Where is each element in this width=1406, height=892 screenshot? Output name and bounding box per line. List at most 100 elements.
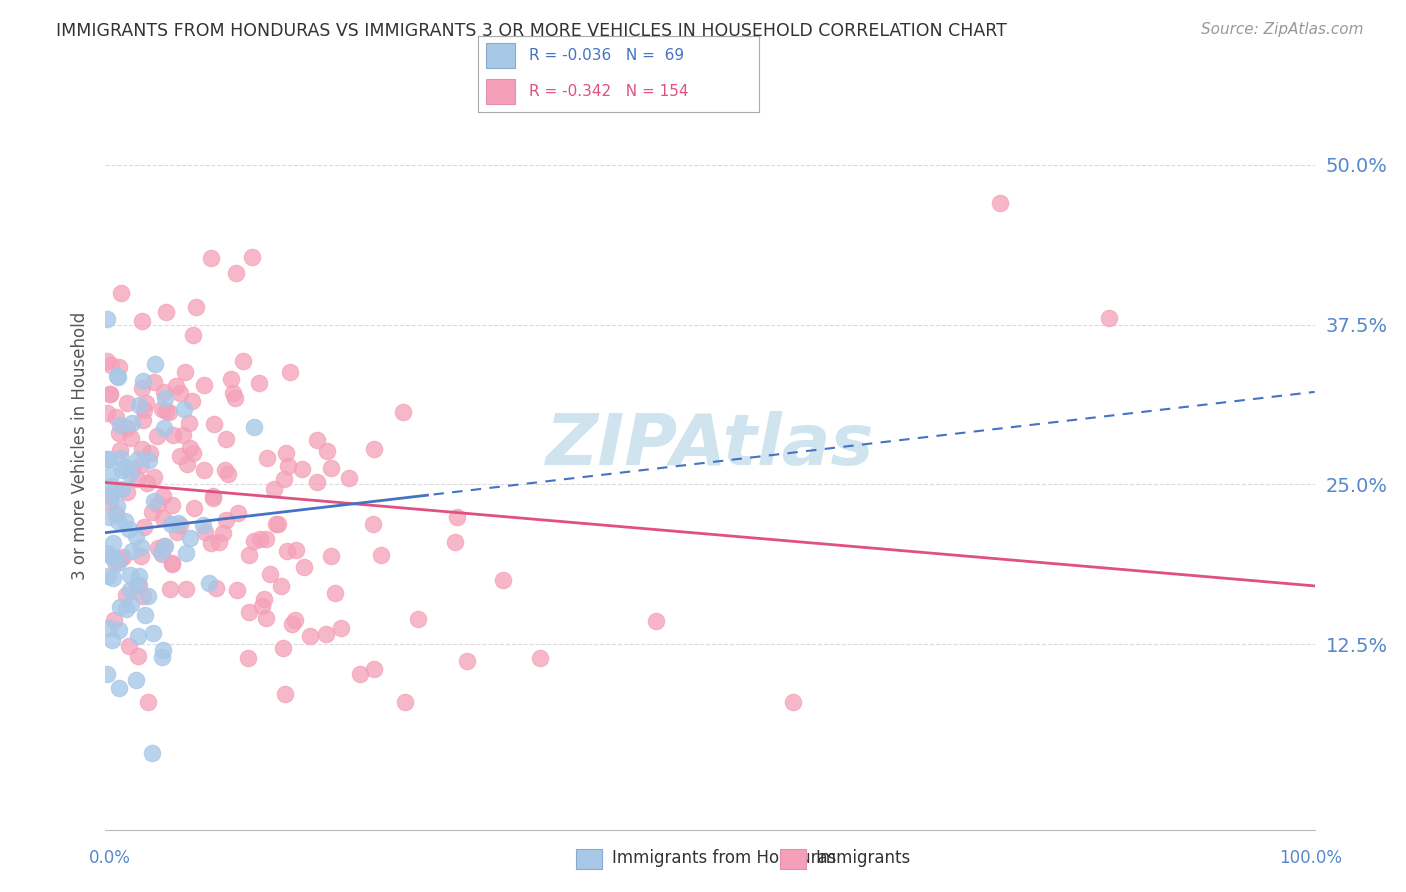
Point xyxy=(315,627,337,641)
Point xyxy=(96,666,118,681)
Point xyxy=(114,460,136,475)
Point xyxy=(101,571,124,585)
Point xyxy=(142,470,165,484)
Point xyxy=(127,472,149,486)
Point xyxy=(215,513,238,527)
Point xyxy=(138,695,160,709)
Point xyxy=(337,471,360,485)
Point xyxy=(96,406,118,420)
Point xyxy=(118,522,141,536)
Text: IMMIGRANTS FROM HONDURAS VS IMMIGRANTS 3 OR MORE VEHICLES IN HOUSEHOLD CORRELATI: IMMIGRANTS FROM HONDURAS VS IMMIGRANTS 3… xyxy=(56,22,1007,40)
Point xyxy=(319,549,342,563)
Point xyxy=(1098,311,1121,326)
Point xyxy=(120,598,142,612)
Point xyxy=(96,546,118,560)
Point xyxy=(136,589,159,603)
Point xyxy=(276,543,298,558)
Point xyxy=(194,524,217,539)
Point xyxy=(121,417,143,431)
Point xyxy=(305,475,328,489)
Point xyxy=(131,442,153,456)
Point xyxy=(363,442,385,456)
Point xyxy=(125,673,148,688)
Point xyxy=(176,457,198,471)
Point xyxy=(118,582,141,597)
Point xyxy=(97,510,120,524)
Text: Source: ZipAtlas.com: Source: ZipAtlas.com xyxy=(1201,22,1364,37)
Point xyxy=(363,662,385,676)
Point xyxy=(111,550,134,565)
Point xyxy=(97,621,120,635)
Point xyxy=(162,556,184,570)
Point xyxy=(145,429,167,443)
Bar xyxy=(486,44,515,69)
Point xyxy=(263,482,285,496)
Point xyxy=(217,467,239,481)
Point xyxy=(108,417,131,432)
Text: 0.0%: 0.0% xyxy=(89,849,131,867)
Point xyxy=(200,535,222,549)
Point xyxy=(153,391,176,405)
Point xyxy=(132,589,155,603)
Point xyxy=(323,586,346,600)
Point xyxy=(274,446,297,460)
Point xyxy=(271,640,294,655)
Point xyxy=(138,453,160,467)
Point xyxy=(291,462,314,476)
Point xyxy=(105,499,128,513)
Point xyxy=(281,616,304,631)
Point xyxy=(305,433,328,447)
Point xyxy=(155,404,177,418)
Text: Immigrants from Honduras: Immigrants from Honduras xyxy=(612,849,837,867)
Point xyxy=(108,624,131,638)
Point xyxy=(120,431,142,445)
Point xyxy=(104,483,127,497)
Point xyxy=(172,428,194,442)
Point xyxy=(98,491,121,505)
Point xyxy=(128,578,150,592)
Point xyxy=(111,483,134,497)
Point xyxy=(179,442,201,456)
Point xyxy=(224,391,246,405)
Point xyxy=(254,533,277,547)
Point xyxy=(179,532,201,546)
Point xyxy=(315,444,337,458)
Point xyxy=(97,452,120,467)
Point xyxy=(782,695,804,709)
Point xyxy=(153,539,176,553)
Point xyxy=(176,546,198,560)
Point xyxy=(370,548,392,562)
Point xyxy=(110,442,132,457)
Point xyxy=(103,613,125,627)
Y-axis label: 3 or more Vehicles in Household: 3 or more Vehicles in Household xyxy=(72,312,90,580)
Point xyxy=(118,639,141,653)
Point xyxy=(349,667,371,681)
Point xyxy=(128,398,150,412)
Point xyxy=(150,650,173,665)
Point xyxy=(129,549,152,564)
Point xyxy=(108,359,131,374)
Point xyxy=(160,517,183,532)
Point xyxy=(148,497,170,511)
Point xyxy=(166,524,188,539)
Point xyxy=(100,632,122,647)
Point xyxy=(96,311,118,326)
Point xyxy=(162,499,184,513)
Point xyxy=(201,489,224,503)
Point xyxy=(98,494,121,508)
Text: Immigrants: Immigrants xyxy=(815,849,911,867)
Point xyxy=(105,368,128,383)
Point xyxy=(238,605,260,619)
Point xyxy=(200,251,222,265)
Point xyxy=(193,377,215,392)
Point xyxy=(330,621,353,635)
Point xyxy=(259,566,281,581)
Point xyxy=(105,409,128,424)
Point xyxy=(184,300,207,314)
Point xyxy=(132,375,155,389)
Point xyxy=(121,462,143,476)
Point xyxy=(132,413,155,427)
Point xyxy=(96,452,118,467)
Point xyxy=(207,535,229,549)
Point xyxy=(104,555,127,569)
